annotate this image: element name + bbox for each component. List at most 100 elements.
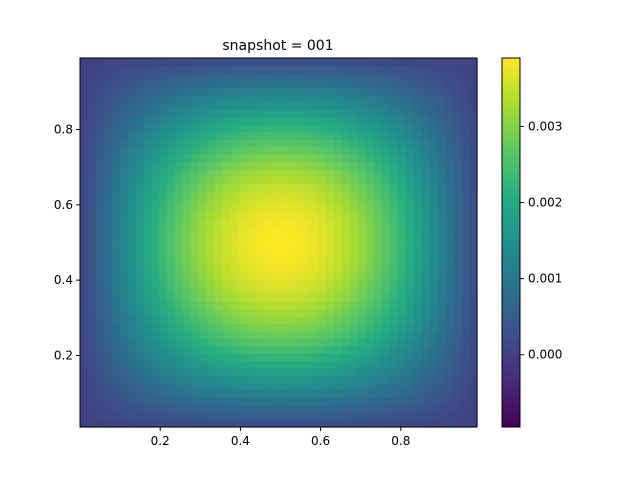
heatmap-cell [302,139,311,148]
heatmap-cell [357,397,367,406]
heatmap-cell [111,131,121,140]
heatmap-cell [429,198,438,207]
heatmap-cell [80,397,89,406]
heatmap-cell [318,153,327,162]
heatmap-cell [373,316,383,325]
heatmap-cell [373,102,383,111]
heatmap-cell [405,353,415,362]
heatmap-cell [191,131,200,140]
heatmap-cell [135,249,145,258]
heatmap-cell [334,397,343,406]
heatmap-cell [342,382,351,391]
heatmap-cell [326,382,335,391]
heatmap-cell [207,58,216,66]
heatmap-cell [119,257,129,266]
heatmap-cell [143,308,153,317]
heatmap-cell [286,153,295,162]
heatmap-cell [143,161,153,170]
heatmap-cell [302,183,311,192]
heatmap-cell [191,235,200,244]
heatmap-cell [365,404,375,413]
heatmap-cell [318,124,327,133]
heatmap-cell [302,161,311,170]
heatmap-cell [246,382,256,391]
heatmap-cell [357,235,367,244]
heatmap-cell [373,131,383,140]
heatmap-cell [302,294,311,303]
heatmap-cell [183,72,192,81]
heatmap-cell [111,331,121,340]
heatmap-cell [143,249,153,258]
heatmap-cell [294,397,303,406]
heatmap-cell [310,345,319,354]
heatmap-cell [294,353,303,362]
heatmap-cell [342,161,351,170]
heatmap-cell [286,249,295,258]
heatmap-cell [151,412,160,421]
heatmap-cell [397,301,407,310]
heatmap-cell [453,331,462,340]
heatmap-cell [95,412,105,421]
heatmap-cell [334,308,343,317]
heatmap-cell [381,367,391,376]
heatmap-cell [159,227,168,236]
heatmap-cell [294,294,303,303]
heatmap-cell [334,286,343,295]
heatmap-cell [413,353,423,362]
heatmap-cell [326,316,335,325]
heatmap-cell [429,65,438,74]
heatmap-cell [326,205,335,214]
heatmap-cell [389,87,399,96]
heatmap-cell [222,161,232,170]
heatmap-cell [111,87,121,96]
heatmap-cell [294,272,303,280]
heatmap-cell [207,345,216,354]
heatmap-cell [286,382,295,391]
heatmap-cell [302,65,311,74]
heatmap-cell [278,249,288,258]
heatmap-cell [127,58,137,66]
heatmap-cell [167,87,176,96]
heatmap-cell [278,176,288,185]
heatmap-cell [270,279,280,288]
heatmap-cell [230,227,240,236]
heatmap-cell [246,205,256,214]
heatmap-cell [230,109,240,118]
heatmap-cell [445,345,454,354]
heatmap-cell [413,176,423,185]
heatmap-cell [381,117,391,126]
heatmap-cell [80,308,89,317]
heatmap-cell [103,139,113,148]
heatmap-cell [87,65,97,74]
heatmap-cell [326,323,335,332]
heatmap-cell [111,338,121,347]
heatmap-cell [445,404,454,413]
heatmap-cell [453,308,462,317]
heatmap-cell [397,331,407,340]
heatmap-cell [294,367,303,376]
heatmap-cell [413,205,423,214]
heatmap-cell [246,235,256,244]
heatmap-cell [119,242,129,251]
heatmap-cell [238,220,248,229]
heatmap-cell [111,375,121,384]
heatmap-cell [437,183,446,192]
heatmap-cell [103,375,113,384]
heatmap-cell [389,183,399,192]
heatmap-cell [167,375,176,384]
heatmap-cell [183,353,192,362]
heatmap-cell [246,161,256,170]
heatmap-cell [183,272,192,280]
heatmap-cell [230,220,240,229]
heatmap-cell [214,272,224,280]
heatmap-cell [175,205,184,214]
heatmap-cell [461,65,470,74]
heatmap-cell [365,390,375,399]
heatmap-cell [413,80,423,89]
heatmap-cell [342,131,351,140]
heatmap-cell [246,286,256,295]
heatmap-cell [159,331,168,340]
heatmap-cell [135,235,145,244]
heatmap-cell [413,286,423,295]
heatmap-cell [429,257,438,266]
